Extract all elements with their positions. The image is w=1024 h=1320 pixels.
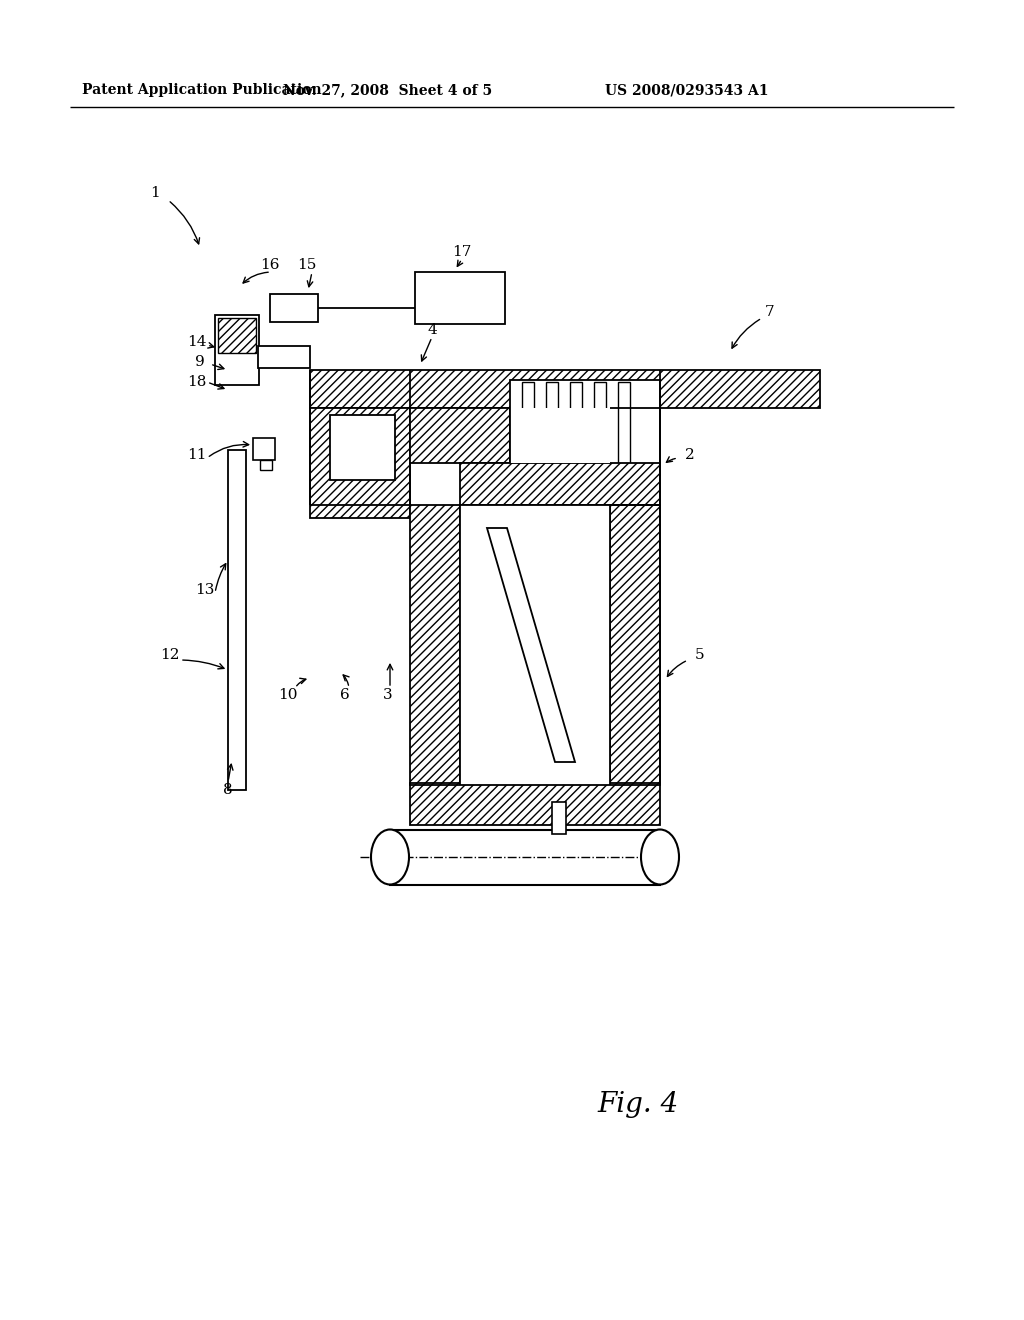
Text: 8: 8 bbox=[223, 783, 232, 797]
Bar bbox=[510, 408, 610, 463]
Bar bbox=[260, 459, 272, 470]
Text: 5: 5 bbox=[695, 648, 705, 663]
Bar bbox=[460, 463, 660, 506]
Bar bbox=[218, 318, 256, 352]
Text: Fig. 4: Fig. 4 bbox=[597, 1092, 679, 1118]
Text: 15: 15 bbox=[297, 257, 316, 272]
Bar bbox=[552, 803, 566, 834]
Text: 18: 18 bbox=[187, 375, 207, 389]
Text: 9: 9 bbox=[196, 355, 205, 370]
Text: 1: 1 bbox=[151, 186, 160, 201]
Text: US 2008/0293543 A1: US 2008/0293543 A1 bbox=[605, 83, 768, 96]
Bar bbox=[253, 438, 275, 459]
Text: 3: 3 bbox=[383, 688, 393, 702]
Text: 6: 6 bbox=[340, 688, 350, 702]
Bar bbox=[310, 370, 820, 408]
Bar bbox=[410, 783, 660, 825]
Text: 7: 7 bbox=[765, 305, 775, 319]
Bar bbox=[410, 408, 510, 463]
Bar bbox=[228, 450, 246, 789]
Bar bbox=[610, 506, 660, 785]
Text: 2: 2 bbox=[685, 447, 695, 462]
Text: 13: 13 bbox=[196, 583, 215, 597]
Bar bbox=[510, 380, 660, 475]
Bar bbox=[522, 381, 534, 473]
Polygon shape bbox=[487, 528, 575, 762]
Bar bbox=[270, 294, 318, 322]
Bar bbox=[410, 506, 460, 785]
Text: 10: 10 bbox=[279, 688, 298, 702]
Bar bbox=[215, 315, 259, 385]
Bar bbox=[415, 272, 505, 323]
Text: Patent Application Publication: Patent Application Publication bbox=[82, 83, 322, 96]
Bar bbox=[258, 346, 310, 368]
Text: 11: 11 bbox=[187, 447, 207, 462]
Ellipse shape bbox=[371, 829, 409, 884]
Bar bbox=[618, 381, 630, 473]
Ellipse shape bbox=[641, 829, 679, 884]
Text: 12: 12 bbox=[160, 648, 180, 663]
Text: 14: 14 bbox=[187, 335, 207, 348]
Bar bbox=[594, 381, 606, 473]
Bar bbox=[460, 506, 610, 785]
Text: 16: 16 bbox=[260, 257, 280, 272]
Bar bbox=[310, 408, 410, 517]
Bar bbox=[390, 830, 660, 884]
Bar bbox=[546, 381, 558, 473]
Text: Nov. 27, 2008  Sheet 4 of 5: Nov. 27, 2008 Sheet 4 of 5 bbox=[284, 83, 493, 96]
Text: 17: 17 bbox=[453, 246, 472, 259]
Bar bbox=[330, 414, 395, 480]
Bar bbox=[570, 381, 582, 473]
Text: 4: 4 bbox=[427, 323, 437, 337]
